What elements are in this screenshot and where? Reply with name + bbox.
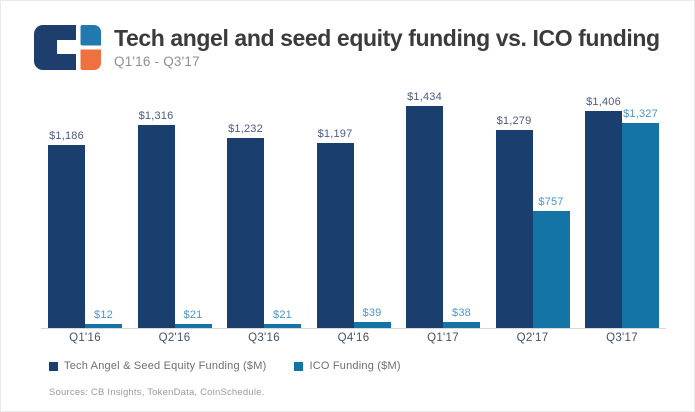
legend-item-ico: ICO Funding ($M) (294, 360, 401, 372)
ico-bar-col: $39 (353, 307, 391, 328)
equity-bar (316, 143, 354, 328)
equity-bar-col: $1,316 (137, 110, 175, 328)
equity-bar-col: $1,434 (406, 91, 443, 328)
equity-bar (585, 111, 622, 328)
x-axis-label: Q4'16 (337, 332, 370, 344)
ico-bar (443, 322, 480, 328)
ico-bar-col: $1,327 (622, 108, 659, 328)
cb-insights-logo (34, 25, 101, 70)
ico-bar (264, 324, 301, 328)
ico-bar-col: $757 (532, 196, 570, 328)
logo-blue-square (80, 25, 101, 46)
bar-value-label: $1,327 (623, 108, 658, 120)
bar-group: $1,197 $39 (316, 128, 391, 328)
bar-value-label: $1,186 (49, 130, 84, 142)
chart-subtitle: Q1'16 - Q3'17 (114, 54, 200, 70)
ico-bar (85, 324, 122, 328)
ico-series-label: ICO Funding ($M) (309, 360, 401, 372)
equity-bar-col: $1,197 (316, 128, 354, 328)
chart-title: Tech angel and seed equity funding vs. I… (114, 25, 660, 51)
equity-bar-col: $1,406 (585, 96, 622, 328)
equity-bar-col: $1,279 (495, 115, 533, 328)
x-axis-label: Q2'16 (158, 332, 191, 344)
equity-bar-col: $1,232 (227, 123, 264, 328)
ico-bar-col: $12 (85, 309, 122, 328)
header: Tech angel and seed equity funding vs. I… (34, 25, 660, 70)
ico-bar-col: $38 (443, 307, 480, 328)
ico-bar (532, 211, 570, 328)
ico-series-swatch (294, 361, 304, 371)
equity-series-swatch (49, 361, 58, 371)
x-axis-label: Q3'16 (248, 332, 280, 344)
legend: Tech Angel & Seed Equity Funding ($M) IC… (49, 360, 429, 372)
bar-group: $1,316 $21 (137, 110, 212, 328)
equity-bar (227, 138, 264, 328)
bar-group: $1,186 $12 (48, 130, 122, 328)
bar-value-label: $12 (94, 309, 113, 321)
bar-value-label: $21 (183, 309, 203, 321)
x-axis-labels: Q1'16 Q2'16 Q3'16 Q4'16 Q1'17 Q2'17 Q3'17 (41, 329, 666, 344)
logo-c-shape (34, 25, 76, 70)
equity-series-label: Tech Angel & Seed Equity Funding ($M) (64, 360, 267, 372)
equity-bar (495, 130, 533, 328)
logo-orange-square (80, 49, 101, 70)
x-axis-label: Q1'17 (427, 332, 459, 344)
ico-bar (353, 322, 391, 328)
bar-value-label: $21 (273, 309, 292, 321)
legend-item-equity: Tech Angel & Seed Equity Funding ($M) (49, 360, 266, 372)
title-block: Tech angel and seed equity funding vs. I… (114, 25, 660, 69)
bar-value-label: $39 (362, 307, 382, 319)
bar-value-label: $1,434 (407, 91, 442, 103)
ico-bar (622, 123, 659, 328)
x-axis-label: Q3'17 (606, 332, 638, 344)
bar-group: $1,279 $757 (495, 115, 570, 328)
bar-value-label: $1,406 (586, 96, 621, 108)
bar-group: $1,434 $38 (406, 91, 480, 328)
equity-bar (406, 106, 443, 328)
equity-bar (137, 125, 175, 328)
equity-bar (48, 145, 85, 328)
x-axis-label: Q1'16 (69, 332, 101, 344)
bar-chart: $1,186 $12 $1,316 $21 $1,232 $21 $1,197 $39 $1,4… (41, 77, 666, 344)
equity-bar-col: $1,186 (48, 130, 85, 328)
ico-bar-col: $21 (264, 309, 301, 328)
bar-value-label: $1,232 (228, 123, 263, 135)
bar-value-label: $1,279 (496, 115, 532, 127)
bar-group: $1,406 $1,327 (585, 96, 659, 328)
ico-bar (174, 324, 212, 328)
bar-value-label: $1,197 (317, 128, 353, 140)
bar-value-label: $757 (538, 196, 564, 208)
plot-bars: $1,186 $12 $1,316 $21 $1,232 $21 $1,197 $39 $1,4… (41, 77, 666, 329)
bar-value-label: $38 (452, 307, 471, 319)
x-axis-label: Q2'17 (516, 332, 549, 344)
bar-group: $1,232 $21 (227, 123, 301, 328)
ico-bar-col: $21 (174, 309, 212, 328)
sources-note: Sources: CB Insights, TokenData, CoinSch… (49, 387, 265, 398)
bar-value-label: $1,316 (138, 110, 174, 122)
